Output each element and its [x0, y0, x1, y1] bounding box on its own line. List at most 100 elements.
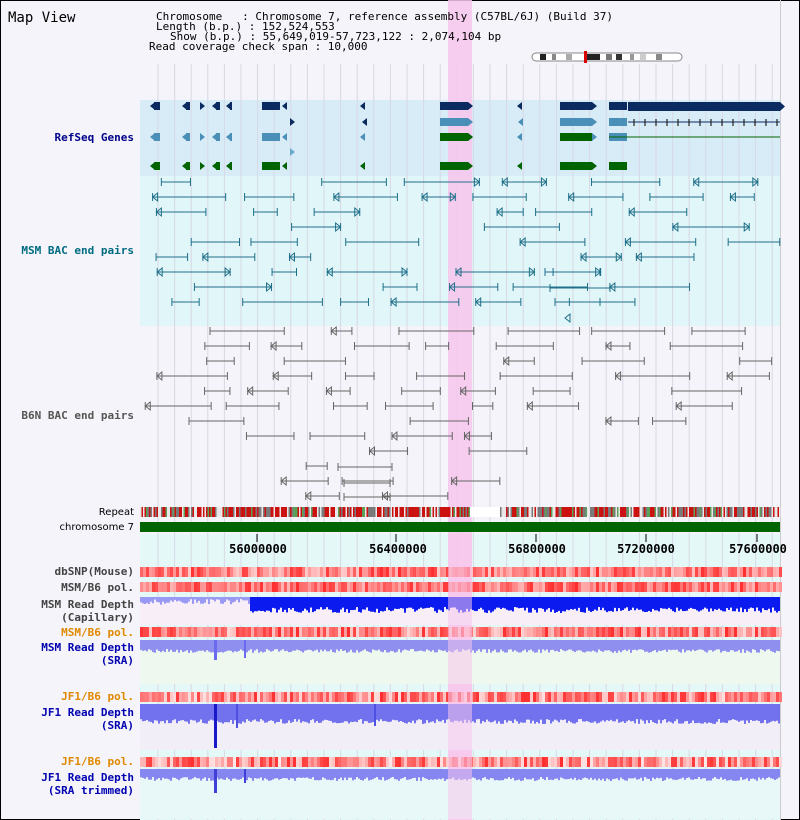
depth-bar	[338, 704, 340, 724]
heat-cell	[635, 582, 638, 592]
depth-bar	[438, 640, 440, 650]
heat-cell	[149, 757, 152, 767]
heat-cell	[182, 567, 185, 577]
heat-cell	[275, 757, 278, 767]
depth-bar	[650, 597, 652, 612]
heat-cell	[605, 582, 608, 592]
heat-cell	[176, 692, 179, 702]
depth-bar	[152, 704, 154, 724]
depth-spike	[214, 704, 217, 748]
heat-cell	[326, 692, 329, 702]
depth-bar	[268, 704, 270, 721]
heat-cell	[440, 757, 443, 767]
heat-cell	[590, 582, 593, 592]
track-label-jf1-read-depth-sra[interactable]: JF1 Read Depth	[41, 706, 134, 719]
depth-bar	[762, 769, 764, 778]
repeat-mark	[632, 507, 634, 517]
heat-cell	[209, 692, 212, 702]
track-label-capillary-suffix: (Capillary)	[61, 611, 134, 624]
repeat-mark	[651, 507, 653, 517]
depth-bar	[478, 704, 480, 720]
repeat-mark	[468, 507, 470, 517]
track-label-b6n-bac[interactable]: B6N BAC end pairs	[21, 409, 134, 422]
bac-end-arrow	[526, 400, 533, 412]
heat-cell	[443, 582, 446, 592]
repeat-mark	[422, 507, 424, 517]
depth-bar	[342, 597, 344, 608]
track-label-msm-b6-pol-2[interactable]: MSM/B6 pol.	[61, 626, 134, 639]
heat-cell	[233, 627, 236, 637]
depth-bar	[504, 769, 506, 779]
depth-bar	[338, 597, 340, 613]
depth-bar	[356, 769, 358, 778]
heat-cell	[401, 567, 404, 577]
heat-cell	[275, 692, 278, 702]
track-label-dbsnp[interactable]: dbSNP(Mouse)	[54, 565, 134, 578]
heat-cell	[356, 567, 359, 577]
track-label-msm-read-depth-sra[interactable]: MSM Read Depth	[41, 641, 134, 654]
heat-cell	[284, 567, 287, 577]
track-label-jf1-b6-pol[interactable]: JF1/B6 pol.	[61, 690, 134, 703]
heat-cell	[686, 757, 689, 767]
depth-bar	[760, 769, 762, 780]
heat-cell	[728, 692, 731, 702]
depth-bar	[546, 769, 548, 778]
depth-bar	[646, 640, 648, 652]
depth-bar	[770, 597, 772, 613]
depth-bar	[524, 704, 526, 723]
heat-cell	[377, 627, 380, 637]
track-label-refseq[interactable]: RefSeq Genes	[54, 131, 134, 144]
depth-bar	[718, 769, 720, 780]
bac-end-arrow	[151, 191, 159, 203]
heat-cell	[707, 757, 710, 767]
track-label-msm-b6-pol[interactable]: MSM/B6 pol.	[61, 581, 134, 594]
heat-cell	[512, 757, 515, 767]
depth-bar	[516, 704, 518, 722]
depth-bar	[340, 769, 342, 778]
depth-bar	[740, 597, 742, 608]
repeat-mark	[173, 507, 175, 517]
repeat-mark	[777, 507, 779, 517]
depth-bar	[234, 597, 236, 602]
depth-bar	[664, 769, 666, 781]
depth-bar	[286, 769, 288, 779]
heat-cell	[380, 757, 383, 767]
depth-bar	[304, 597, 306, 609]
track-label-jf1-read-depth-trimmed[interactable]: JF1 Read Depth	[41, 771, 134, 784]
depth-bar	[288, 704, 290, 721]
heat-cell	[254, 757, 257, 767]
depth-bar	[678, 769, 680, 780]
heat-cell	[437, 582, 440, 592]
heat-cell	[404, 692, 407, 702]
bac-end-arrow	[325, 385, 332, 397]
track-label-jf1-b6-pol-2[interactable]: JF1/B6 pol.	[61, 755, 134, 768]
depth-bar	[474, 769, 476, 779]
depth-bar	[772, 640, 774, 652]
depth-bar	[378, 704, 380, 722]
depth-bar	[216, 597, 218, 600]
depth-bar	[346, 769, 348, 780]
heat-cell	[347, 692, 350, 702]
heat-cell	[725, 627, 728, 637]
heat-cell	[626, 692, 629, 702]
depth-bar	[736, 769, 738, 781]
track-label-msm-bac[interactable]: MSM BAC end pairs	[21, 244, 134, 257]
depth-bar	[676, 704, 678, 720]
heat-cell	[485, 582, 488, 592]
repeat-mark	[309, 507, 311, 517]
depth-bar	[516, 769, 518, 781]
heat-cell	[545, 627, 548, 637]
repeat-mark	[656, 507, 658, 517]
repeat-mark	[713, 507, 715, 517]
heat-cell	[230, 757, 233, 767]
depth-bar	[168, 704, 170, 724]
repeat-mark	[345, 507, 347, 517]
track-label-msm-read-depth-capillary[interactable]: MSM Read Depth	[41, 598, 134, 611]
repeat-mark	[753, 507, 755, 517]
heat-cell	[614, 582, 617, 592]
depth-bar	[380, 769, 382, 781]
heat-cell	[347, 567, 350, 577]
depth-bar	[262, 769, 264, 781]
depth-bar	[146, 704, 148, 720]
